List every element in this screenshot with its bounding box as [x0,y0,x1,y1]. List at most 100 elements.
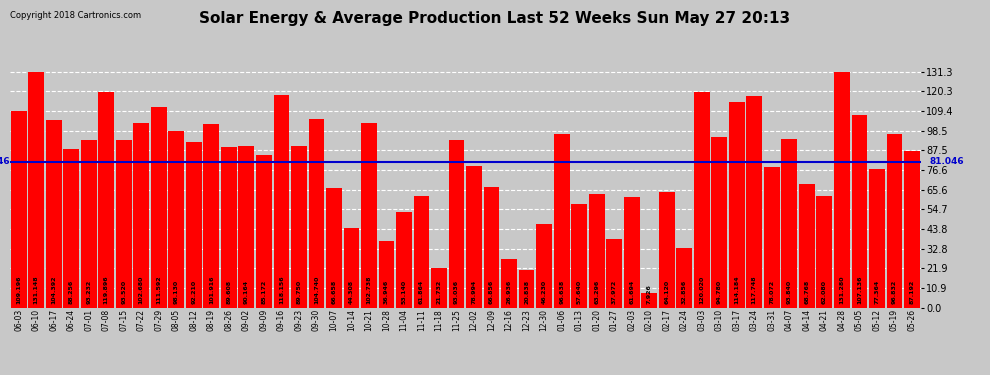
Bar [729,102,744,308]
Bar [239,146,254,308]
Bar [168,131,184,308]
Text: 61.864: 61.864 [419,280,424,304]
Bar [764,167,780,308]
Bar [484,188,500,308]
Text: 89.608: 89.608 [227,280,232,304]
Text: 46.230: 46.230 [542,280,546,304]
Bar [378,241,394,308]
Text: 131.148: 131.148 [34,275,39,304]
Bar [746,96,762,308]
Text: 21.732: 21.732 [437,280,442,304]
Text: 26.936: 26.936 [507,280,512,304]
Bar [624,197,640,308]
Bar [361,123,377,308]
Text: 92.210: 92.210 [191,280,196,304]
Bar [273,95,289,308]
Bar [659,192,674,308]
Text: 111.592: 111.592 [156,275,161,304]
Bar [817,196,833,308]
Bar [537,225,552,308]
Bar [448,140,464,308]
Bar [571,204,587,308]
Bar [29,72,45,308]
Text: 102.738: 102.738 [366,275,371,304]
Text: 20.838: 20.838 [524,280,529,304]
Text: 57.640: 57.640 [576,280,582,304]
Text: 93.232: 93.232 [86,280,91,304]
Bar [344,228,359,308]
Text: 131.280: 131.280 [840,275,844,304]
Bar [553,134,569,308]
Text: 93.520: 93.520 [121,280,127,304]
Bar [834,72,849,308]
Text: 37.972: 37.972 [612,280,617,304]
Text: 90.164: 90.164 [244,280,248,304]
Bar [326,188,342,308]
Text: 117.748: 117.748 [751,275,756,304]
Text: 88.256: 88.256 [68,280,73,304]
Text: 77.364: 77.364 [874,280,879,304]
Text: 85.172: 85.172 [261,280,266,304]
Bar [150,107,166,308]
Text: 104.740: 104.740 [314,276,319,304]
Text: 94.780: 94.780 [717,280,722,304]
Bar [606,239,622,308]
Text: 78.072: 78.072 [769,280,774,304]
Text: 98.130: 98.130 [174,280,179,304]
Text: 63.296: 63.296 [594,280,599,304]
Bar [642,293,657,308]
Text: 81.046: 81.046 [930,158,964,166]
Text: 66.856: 66.856 [489,280,494,304]
Text: 118.156: 118.156 [279,275,284,304]
Bar [676,249,692,308]
Bar [519,270,535,308]
Text: 89.750: 89.750 [296,280,301,304]
Text: 107.136: 107.136 [857,275,862,304]
Text: Solar Energy & Average Production Last 52 Weeks Sun May 27 20:13: Solar Energy & Average Production Last 5… [199,11,791,26]
Text: Copyright 2018 Cartronics.com: Copyright 2018 Cartronics.com [10,11,141,20]
Text: 62.080: 62.080 [822,280,827,304]
Text: 7.926: 7.926 [646,284,651,304]
Bar [851,115,867,308]
Bar [589,194,605,308]
Text: 64.120: 64.120 [664,280,669,304]
Bar [63,149,79,308]
Bar [256,154,272,308]
Text: 53.140: 53.140 [402,280,407,304]
Bar [291,146,307,308]
Bar [204,124,219,308]
Bar [309,119,325,308]
Bar [887,134,902,308]
Text: 68.768: 68.768 [804,280,810,304]
Text: 81.046: 81.046 [0,158,10,166]
Bar [81,140,97,308]
Bar [869,169,885,308]
Bar [134,123,149,308]
Text: 93.840: 93.840 [787,280,792,304]
Text: 44.308: 44.308 [348,280,354,304]
Bar [694,92,710,308]
Text: 114.184: 114.184 [735,275,740,304]
Bar [414,196,430,308]
Bar [98,92,114,308]
Bar [11,111,27,308]
Text: 96.638: 96.638 [559,280,564,304]
Bar [116,140,132,308]
Bar [501,259,517,308]
Bar [221,147,237,308]
Bar [186,142,202,308]
Text: 87.192: 87.192 [910,280,915,304]
Bar [466,166,482,308]
Text: 120.020: 120.020 [699,276,704,304]
Text: 104.392: 104.392 [51,275,56,304]
Text: 36.946: 36.946 [384,280,389,304]
Text: 66.658: 66.658 [332,280,337,304]
Text: 61.694: 61.694 [630,280,635,304]
Text: 78.994: 78.994 [471,280,476,304]
Text: 119.896: 119.896 [104,275,109,304]
Bar [781,139,797,308]
Bar [712,137,727,308]
Text: 101.916: 101.916 [209,275,214,304]
Text: 93.036: 93.036 [454,280,459,304]
Text: 109.196: 109.196 [16,275,21,304]
